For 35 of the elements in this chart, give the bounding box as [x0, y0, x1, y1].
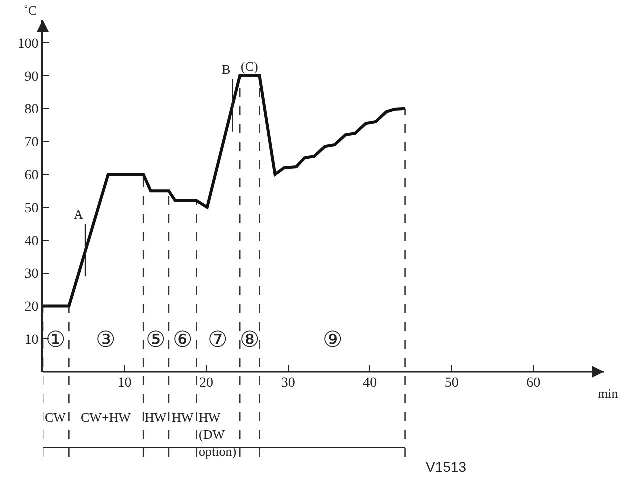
- y-tick-label: 50: [24, 201, 39, 216]
- annotation: ⑦: [208, 327, 228, 352]
- y-axis-title: ˚C: [24, 3, 37, 18]
- annotation: ⑨: [323, 327, 343, 352]
- x-tick-label: 40: [363, 376, 378, 391]
- x-tick-label: 30: [281, 376, 296, 391]
- text: CW+HW: [81, 410, 132, 425]
- x-tick-label: 20: [200, 376, 214, 391]
- line-series: [43, 74, 407, 308]
- y-tick-label: 40: [24, 234, 39, 250]
- y-tick-label: 90: [24, 70, 39, 85]
- y-tick-label: 20: [24, 300, 39, 316]
- text: HW (DW option): [199, 410, 237, 459]
- x-tick-label: 60: [526, 376, 541, 391]
- y-tick-label: 100: [18, 36, 39, 52]
- y-tick-label: 80: [24, 102, 39, 118]
- y-tick-label: 60: [24, 168, 39, 184]
- annotation: ⑥: [173, 327, 193, 352]
- x-tick-label: 50: [444, 376, 459, 391]
- annotation: ③: [96, 327, 116, 352]
- x-axis-title: min: [598, 386, 619, 401]
- annotation: ①: [46, 327, 66, 352]
- x-tick-label: 10: [118, 376, 132, 391]
- annotation: ⑤: [146, 327, 166, 352]
- text: HW: [145, 410, 168, 425]
- annotation: B: [222, 62, 231, 77]
- y-tick-label: 10: [24, 333, 39, 348]
- y-tick-label: 70: [24, 136, 39, 151]
- annotation: A: [74, 207, 84, 222]
- y-tick-label: 30: [24, 267, 39, 282]
- text: HW: [172, 410, 194, 425]
- text: V1513: [426, 459, 467, 475]
- annotation: ⑧: [240, 327, 260, 352]
- annotation: (C): [241, 59, 258, 74]
- text: CW: [45, 410, 67, 425]
